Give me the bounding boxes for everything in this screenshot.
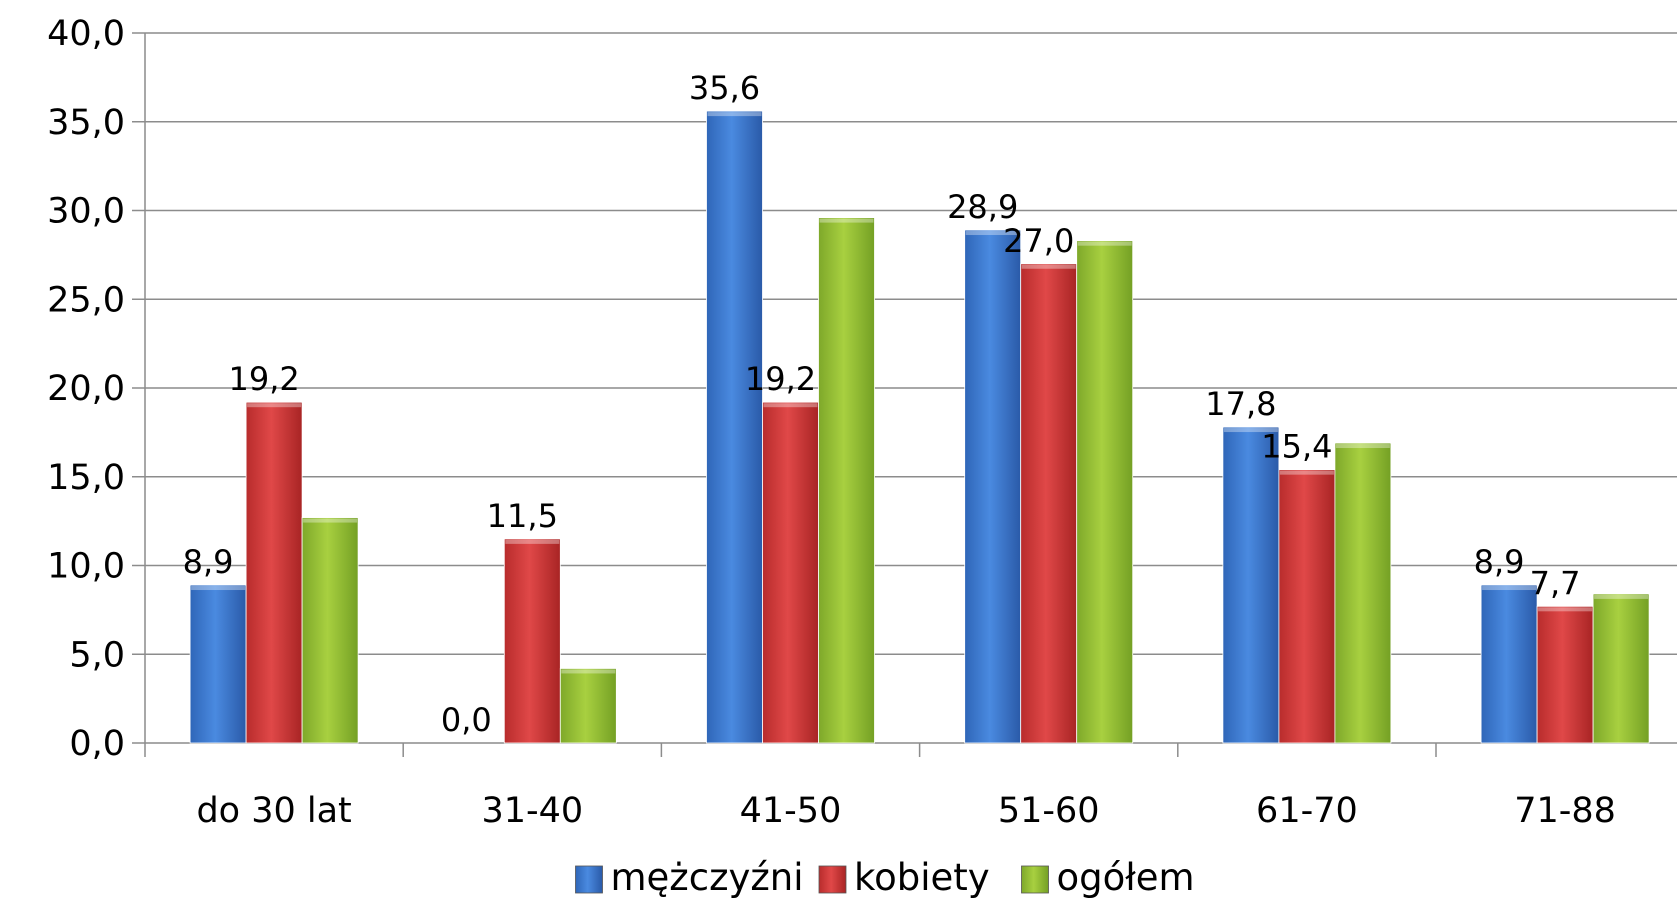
bar	[245, 401, 303, 744]
bar-highlight	[1279, 470, 1334, 475]
data-labels: 8,9 0,0 35,6 28,9 17,8 8,9 19,2 11,5 19,2 27,0 15,…	[183, 69, 1581, 739]
bar-highlight	[247, 403, 302, 408]
bar	[1222, 426, 1280, 744]
legend: mężczyźni kobiety ogółem	[575, 856, 1195, 899]
gridlines	[145, 32, 1677, 655]
x-category-label: 31-40	[481, 791, 583, 831]
bars	[189, 110, 1650, 744]
data-label: 15,4	[1261, 428, 1332, 466]
legend-swatch	[575, 865, 603, 894]
data-label: 27,0	[1003, 222, 1074, 260]
y-tick-label: 20,0	[47, 369, 125, 409]
legend-label: mężczyźni	[611, 856, 804, 899]
data-label: 35,6	[689, 69, 760, 107]
bar	[762, 401, 819, 744]
y-tick-label: 0,0	[69, 724, 125, 764]
bar-highlight	[303, 518, 358, 523]
data-label: 7,7	[1530, 564, 1581, 602]
legend-swatch	[1021, 865, 1049, 894]
y-tick-label: 35,0	[47, 103, 125, 143]
bar-highlight	[1538, 607, 1593, 612]
axes: 0,0 5,0 10,0 15,0 20,0 25,0 30,0 35,0 40,0 do 30 …	[47, 14, 1677, 831]
bar	[1536, 605, 1594, 744]
data-label: 8,9	[183, 543, 234, 581]
data-label: 19,2	[228, 360, 299, 398]
bar-highlight	[1021, 264, 1076, 269]
data-label: 19,2	[745, 360, 816, 398]
bar	[1592, 593, 1650, 744]
bar-highlight	[965, 231, 1020, 236]
bar-highlight	[763, 403, 818, 408]
data-label: 11,5	[487, 497, 558, 535]
bar	[189, 584, 247, 744]
bar	[559, 668, 617, 744]
y-tick-label: 5,0	[69, 635, 125, 675]
bar	[1278, 469, 1336, 744]
y-tick-label: 25,0	[47, 280, 125, 320]
bar-highlight	[561, 669, 616, 674]
bar-highlight	[1482, 586, 1537, 591]
y-tick-label: 30,0	[47, 192, 125, 232]
bar-highlight	[1335, 444, 1390, 449]
bar	[818, 217, 875, 744]
x-category-label: do 30 lat	[196, 791, 351, 831]
data-label: 8,9	[1474, 543, 1525, 581]
bar	[503, 538, 561, 744]
data-label: 28,9	[947, 188, 1018, 226]
bar	[964, 229, 1022, 744]
legend-swatch	[818, 865, 847, 894]
y-tick-label: 10,0	[47, 547, 125, 587]
bar	[1076, 240, 1134, 744]
bar-highlight	[707, 112, 762, 117]
x-category-label: 61-70	[1256, 791, 1358, 831]
bar	[706, 110, 763, 744]
bar-highlight	[1223, 428, 1278, 433]
data-label: 0,0	[441, 701, 492, 739]
y-tick-label: 40,0	[47, 14, 125, 54]
bar	[1020, 263, 1078, 744]
x-category-label: 71-88	[1514, 791, 1616, 831]
bar-highlight	[1077, 241, 1132, 246]
legend-label: ogółem	[1057, 856, 1195, 899]
bar	[1334, 442, 1392, 744]
bar-highlight	[1594, 594, 1649, 599]
bar	[301, 517, 359, 744]
y-tick-label: 15,0	[47, 458, 125, 498]
bar-highlight	[191, 586, 246, 591]
bar-highlight	[505, 539, 560, 544]
bar-highlight	[819, 218, 874, 223]
x-category-label: 41-50	[740, 791, 842, 831]
legend-label: kobiety	[854, 856, 990, 899]
bar	[1480, 584, 1538, 744]
data-label: 17,8	[1205, 385, 1276, 423]
x-category-label: 51-60	[998, 791, 1100, 831]
